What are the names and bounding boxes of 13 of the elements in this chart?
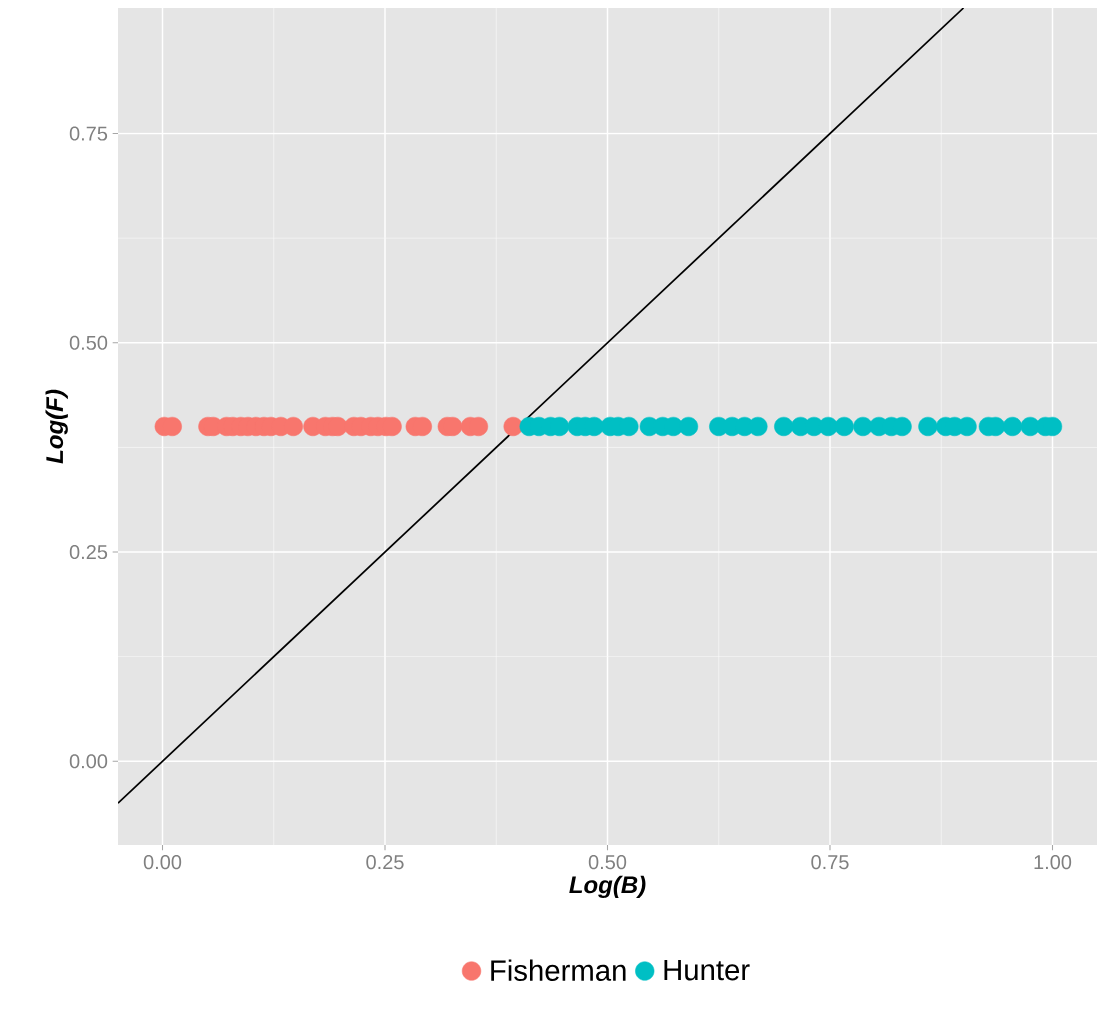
y-tick-label: 0.50 xyxy=(69,335,108,350)
legend-label: Fisherman xyxy=(491,959,626,981)
y-tick-label: 0.25 xyxy=(69,544,108,560)
x-tick-label: 1.00 xyxy=(1034,855,1072,870)
x-tick-label: 0.00 xyxy=(143,855,182,870)
legend-label: Hunter xyxy=(664,959,750,981)
x-axis-title: Log(B) xyxy=(569,875,646,899)
x-tick-label: 0.25 xyxy=(366,855,404,870)
x-tick-label: 0.50 xyxy=(588,855,627,870)
y-tick-label: 0.00 xyxy=(69,754,108,769)
y-tick-label: 0.75 xyxy=(69,126,108,141)
x-tick-label: 0.75 xyxy=(811,855,849,870)
y-axis-title: Log(F) xyxy=(45,389,68,464)
